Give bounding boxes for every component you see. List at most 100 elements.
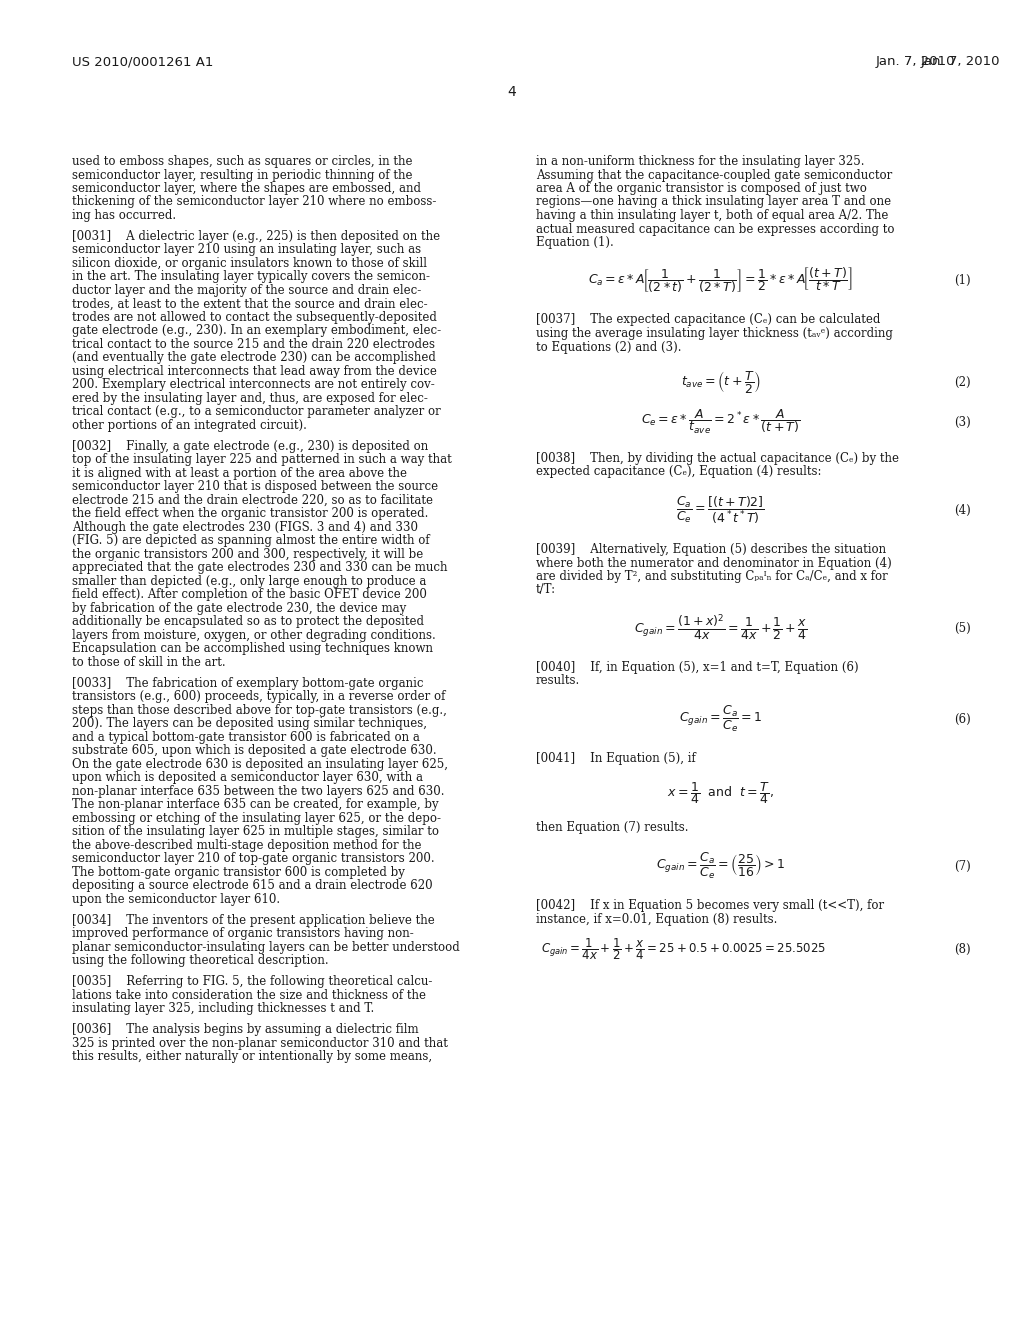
Text: sition of the insulating layer 625 in multiple stages, similar to: sition of the insulating layer 625 in mu… (72, 825, 439, 838)
Text: results.: results. (536, 675, 581, 688)
Text: additionally be encapsulated so as to protect the deposited: additionally be encapsulated so as to pr… (72, 615, 424, 628)
Text: [0036]    The analysis begins by assuming a dielectric film: [0036] The analysis begins by assuming a… (72, 1023, 419, 1036)
Text: (2): (2) (954, 375, 971, 388)
Text: other portions of an integrated circuit).: other portions of an integrated circuit)… (72, 418, 307, 432)
Text: using electrical interconnects that lead away from the device: using electrical interconnects that lead… (72, 364, 437, 378)
Text: (3): (3) (954, 416, 971, 429)
Text: semiconductor layer 210 using an insulating layer, such as: semiconductor layer 210 using an insulat… (72, 243, 421, 256)
Text: trodes, at least to the extent that the source and drain elec-: trodes, at least to the extent that the … (72, 297, 428, 310)
Text: [0038]    Then, by dividing the actual capacitance (Cₑ) by the: [0038] Then, by dividing the actual capa… (536, 451, 899, 465)
Text: (6): (6) (954, 713, 971, 726)
Text: 4: 4 (508, 84, 516, 99)
Text: using the following theoretical description.: using the following theoretical descript… (72, 954, 329, 968)
Text: steps than those described above for top-gate transistors (e.g.,: steps than those described above for top… (72, 704, 446, 717)
Text: (FIG. 5) are depicted as spanning almost the entire width of: (FIG. 5) are depicted as spanning almost… (72, 535, 430, 548)
Text: transistors (e.g., 600) proceeds, typically, in a reverse order of: transistors (e.g., 600) proceeds, typica… (72, 690, 445, 704)
Text: thickening of the semiconductor layer 210 where no emboss-: thickening of the semiconductor layer 21… (72, 195, 436, 209)
Text: (1): (1) (954, 275, 971, 286)
Text: [0042]    If x in Equation 5 becomes very small (t<<T), for: [0042] If x in Equation 5 becomes very s… (536, 899, 884, 912)
Text: trical contact (e.g., to a semiconductor parameter analyzer or: trical contact (e.g., to a semiconductor… (72, 405, 440, 418)
Text: upon which is deposited a semiconductor layer 630, with a: upon which is deposited a semiconductor … (72, 771, 423, 784)
Text: (4): (4) (954, 503, 971, 516)
Text: planar semiconductor-insulating layers can be better understood: planar semiconductor-insulating layers c… (72, 941, 460, 953)
Text: smaller than depicted (e.g., only large enough to produce a: smaller than depicted (e.g., only large … (72, 574, 426, 587)
Text: The bottom-gate organic transistor 600 is completed by: The bottom-gate organic transistor 600 i… (72, 866, 404, 879)
Text: the field effect when the organic transistor 200 is operated.: the field effect when the organic transi… (72, 507, 428, 520)
Text: [0032]    Finally, a gate electrode (e.g., 230) is deposited on: [0032] Finally, a gate electrode (e.g., … (72, 440, 428, 453)
Text: non-planar interface 635 between the two layers 625 and 630.: non-planar interface 635 between the two… (72, 785, 444, 797)
Text: where both the numerator and denominator in Equation (4): where both the numerator and denominator… (536, 557, 892, 569)
Text: $C_e = \varepsilon * \dfrac{A}{t_{ave}} = 2^*\varepsilon * \dfrac{A}{(t+T)}$: $C_e = \varepsilon * \dfrac{A}{t_{ave}} … (641, 408, 801, 436)
Text: ing has occurred.: ing has occurred. (72, 209, 176, 222)
Text: [0037]    The expected capacitance (Cₑ) can be calculated: [0037] The expected capacitance (Cₑ) can… (536, 314, 881, 326)
Text: substrate 605, upon which is deposited a gate electrode 630.: substrate 605, upon which is deposited a… (72, 744, 436, 758)
Text: appreciated that the gate electrodes 230 and 330 can be much: appreciated that the gate electrodes 230… (72, 561, 447, 574)
Text: $C_a = \varepsilon * A\!\left[\dfrac{1}{(2*t)} + \dfrac{1}{(2*T)}\right] = \dfra: $C_a = \varepsilon * A\!\left[\dfrac{1}{… (589, 265, 853, 296)
Text: US 2010/0001261 A1: US 2010/0001261 A1 (72, 55, 213, 69)
Text: regions—one having a thick insulating layer area T and one: regions—one having a thick insulating la… (536, 195, 891, 209)
Text: Although the gate electrodes 230 (FIGS. 3 and 4) and 330: Although the gate electrodes 230 (FIGS. … (72, 521, 418, 533)
Text: this results, either naturally or intentionally by some means,: this results, either naturally or intent… (72, 1049, 432, 1063)
Text: semiconductor layer 210 that is disposed between the source: semiconductor layer 210 that is disposed… (72, 480, 438, 494)
Text: upon the semiconductor layer 610.: upon the semiconductor layer 610. (72, 892, 281, 906)
Text: gate electrode (e.g., 230). In an exemplary embodiment, elec-: gate electrode (e.g., 230). In an exempl… (72, 325, 441, 338)
Text: the organic transistors 200 and 300, respectively, it will be: the organic transistors 200 and 300, res… (72, 548, 423, 561)
Text: (8): (8) (954, 942, 971, 956)
Text: [0040]    If, in Equation (5), x=1 and t=T, Equation (6): [0040] If, in Equation (5), x=1 and t=T,… (536, 661, 859, 675)
Text: are divided by T², and substituting Cₚₐᴵₙ for Cₐ/Cₑ, and x for: are divided by T², and substituting Cₚₐᴵ… (536, 570, 888, 583)
Text: semiconductor layer, resulting in periodic thinning of the: semiconductor layer, resulting in period… (72, 169, 413, 181)
Text: $C_{gain} = \dfrac{1}{4x} + \dfrac{1}{2} + \dfrac{x}{4} = 25 + 0.5 + 0.0025 = 25: $C_{gain} = \dfrac{1}{4x} + \dfrac{1}{2}… (541, 936, 826, 962)
Text: top of the insulating layer 225 and patterned in such a way that: top of the insulating layer 225 and patt… (72, 453, 452, 466)
Text: semiconductor layer, where the shapes are embossed, and: semiconductor layer, where the shapes ar… (72, 182, 421, 195)
Text: improved performance of organic transistors having non-: improved performance of organic transist… (72, 927, 414, 940)
Text: t/T:: t/T: (536, 583, 556, 597)
Text: 325 is printed over the non-planar semiconductor 310 and that: 325 is printed over the non-planar semic… (72, 1036, 447, 1049)
Text: trical contact to the source 215 and the drain 220 electrodes: trical contact to the source 215 and the… (72, 338, 435, 351)
Text: to those of skill in the art.: to those of skill in the art. (72, 656, 225, 669)
Text: Jan. 7, 2010: Jan. 7, 2010 (921, 55, 1000, 69)
Text: (5): (5) (954, 622, 971, 635)
Text: Encapsulation can be accomplished using techniques known: Encapsulation can be accomplished using … (72, 643, 433, 655)
Text: in the art. The insulating layer typically covers the semicon-: in the art. The insulating layer typical… (72, 271, 430, 284)
Text: electrode 215 and the drain electrode 220, so as to facilitate: electrode 215 and the drain electrode 22… (72, 494, 433, 507)
Text: (and eventually the gate electrode 230) can be accomplished: (and eventually the gate electrode 230) … (72, 351, 436, 364)
Text: [0041]    In Equation (5), if: [0041] In Equation (5), if (536, 752, 695, 766)
Text: it is aligned with at least a portion of the area above the: it is aligned with at least a portion of… (72, 467, 407, 480)
Text: using the average insulating layer thickness (tₐᵥᵉ) according: using the average insulating layer thick… (536, 327, 893, 341)
Text: instance, if x=0.01, Equation (8) results.: instance, if x=0.01, Equation (8) result… (536, 912, 777, 925)
Text: 200. Exemplary electrical interconnects are not entirely cov-: 200. Exemplary electrical interconnects … (72, 379, 435, 392)
Text: Equation (1).: Equation (1). (536, 236, 613, 249)
Text: depositing a source electrode 615 and a drain electrode 620: depositing a source electrode 615 and a … (72, 879, 432, 892)
Text: insulating layer 325, including thicknesses t and T.: insulating layer 325, including thicknes… (72, 1002, 374, 1015)
Text: and a typical bottom-gate transistor 600 is fabricated on a: and a typical bottom-gate transistor 600… (72, 731, 420, 743)
Text: Assuming that the capacitance-coupled gate semiconductor: Assuming that the capacitance-coupled ga… (536, 169, 892, 181)
Text: The non-planar interface 635 can be created, for example, by: The non-planar interface 635 can be crea… (72, 799, 438, 812)
Text: [0031]    A dielectric layer (e.g., 225) is then deposited on the: [0031] A dielectric layer (e.g., 225) is… (72, 230, 440, 243)
Text: ered by the insulating layer and, thus, are exposed for elec-: ered by the insulating layer and, thus, … (72, 392, 428, 405)
Text: then Equation (7) results.: then Equation (7) results. (536, 821, 688, 834)
Text: 200). The layers can be deposited using similar techniques,: 200). The layers can be deposited using … (72, 717, 427, 730)
Text: semiconductor layer 210 of top-gate organic transistors 200.: semiconductor layer 210 of top-gate orga… (72, 853, 434, 866)
Text: silicon dioxide, or organic insulators known to those of skill: silicon dioxide, or organic insulators k… (72, 257, 427, 269)
Text: $\dfrac{C_a}{C_e} = \dfrac{[(t+T)2]}{(4^*t^*T)}$: $\dfrac{C_a}{C_e} = \dfrac{[(t+T)2]}{(4^… (677, 495, 765, 525)
Text: $C_{gain} = \dfrac{(1+x)^2}{4x} = \dfrac{1}{4x} + \dfrac{1}{2} + \dfrac{x}{4}$: $C_{gain} = \dfrac{(1+x)^2}{4x} = \dfrac… (634, 612, 808, 643)
Text: field effect). After completion of the basic OFET device 200: field effect). After completion of the b… (72, 589, 427, 602)
Text: in a non-uniform thickness for the insulating layer 325.: in a non-uniform thickness for the insul… (536, 154, 864, 168)
Text: $C_{gain} = \dfrac{C_a}{C_e} = 1$: $C_{gain} = \dfrac{C_a}{C_e} = 1$ (679, 704, 763, 734)
Text: $t_{ave} = \left(t + \dfrac{T}{2}\right)$: $t_{ave} = \left(t + \dfrac{T}{2}\right)… (681, 370, 761, 395)
Text: actual measured capacitance can be expresses according to: actual measured capacitance can be expre… (536, 223, 895, 235)
Text: area A of the organic transistor is composed of just two: area A of the organic transistor is comp… (536, 182, 867, 195)
Text: the above-described multi-stage deposition method for the: the above-described multi-stage depositi… (72, 838, 422, 851)
Text: [0035]    Referring to FIG. 5, the following theoretical calcu-: [0035] Referring to FIG. 5, the followin… (72, 975, 432, 989)
Text: Jan. 7, 2010: Jan. 7, 2010 (876, 55, 955, 69)
Text: [0034]    The inventors of the present application believe the: [0034] The inventors of the present appl… (72, 913, 435, 927)
Text: [0033]    The fabrication of exemplary bottom-gate organic: [0033] The fabrication of exemplary bott… (72, 677, 424, 690)
Text: to Equations (2) and (3).: to Equations (2) and (3). (536, 341, 682, 354)
Text: expected capacitance (Cₑ), Equation (4) results:: expected capacitance (Cₑ), Equation (4) … (536, 466, 821, 479)
Text: $x = \dfrac{1}{4}\ \ \mathrm{and}\ \ t = \dfrac{T}{4},$: $x = \dfrac{1}{4}\ \ \mathrm{and}\ \ t =… (668, 780, 774, 807)
Text: trodes are not allowed to contact the subsequently-deposited: trodes are not allowed to contact the su… (72, 312, 437, 323)
Text: ductor layer and the majority of the source and drain elec-: ductor layer and the majority of the sou… (72, 284, 421, 297)
Text: On the gate electrode 630 is deposited an insulating layer 625,: On the gate electrode 630 is deposited a… (72, 758, 449, 771)
Text: used to emboss shapes, such as squares or circles, in the: used to emboss shapes, such as squares o… (72, 154, 413, 168)
Text: lations take into consideration the size and thickness of the: lations take into consideration the size… (72, 989, 426, 1002)
